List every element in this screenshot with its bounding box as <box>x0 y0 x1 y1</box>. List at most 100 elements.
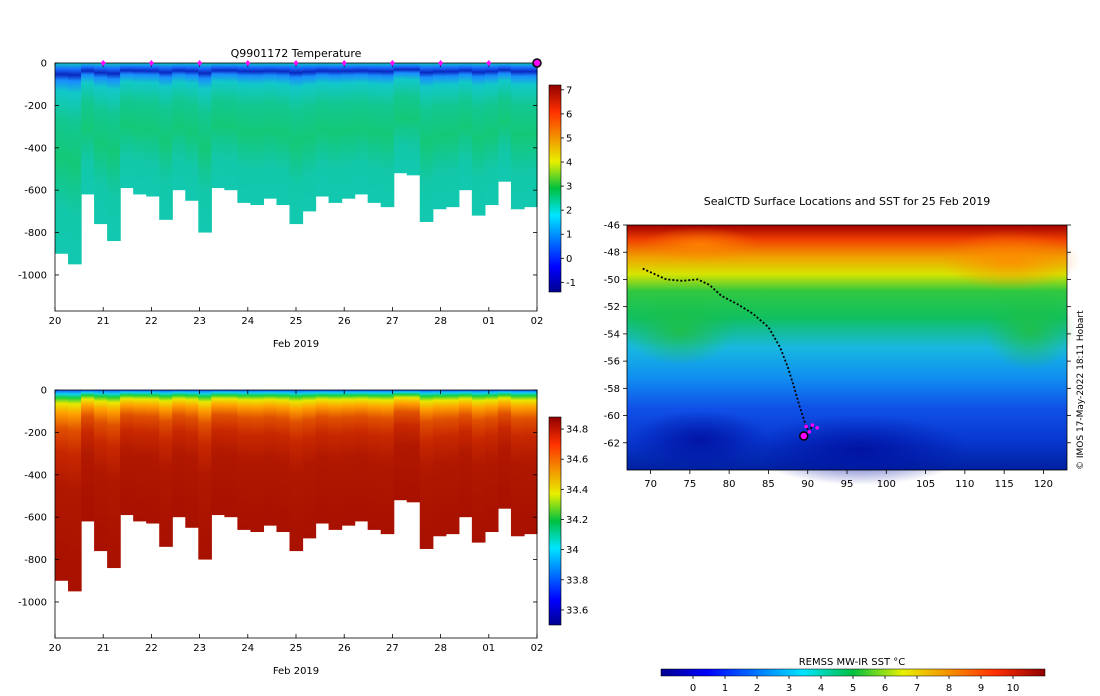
surface-marker <box>293 60 299 66</box>
surface-marker <box>341 60 347 66</box>
salinity-x-tick-label: 21 <box>97 643 110 654</box>
colorbar-tick-label: 34.4 <box>566 485 588 496</box>
temperature-profile-column <box>185 63 199 201</box>
temperature-profile-column <box>55 63 69 254</box>
salinity-profile-column <box>315 390 330 524</box>
colorbar-tick-label: -1 <box>566 278 576 289</box>
temperature-profile-column <box>107 63 121 242</box>
colorbar-tick-label: 34 <box>566 545 579 556</box>
sst-colorbar: REMSS MW-IR SST °C 0 1 2 3 4 5 6 7 8 9 10 <box>660 657 1046 694</box>
map-y-tick-label: -60 <box>604 411 620 422</box>
temperature-axes: 20 21 22 23 24 25 26 27 28 01 02 0 -200 -400 -600 -800 -… <box>18 58 543 327</box>
salinity-profile-column <box>328 390 343 530</box>
salinity-profile-column <box>289 390 304 552</box>
salinity-y-tick-label: -800 <box>24 555 47 566</box>
colorbar-tick-label: 34.8 <box>566 425 588 436</box>
temperature-profile-column <box>393 63 408 174</box>
sst-colorbar-tick-label: 10 <box>1007 683 1020 694</box>
surface-marker <box>438 60 444 66</box>
temperature-profile-column <box>380 63 395 208</box>
recent-location-point <box>815 426 819 430</box>
salinity-profile-column <box>146 390 160 524</box>
salinity-profile-column <box>367 390 382 530</box>
temperature-profile-column <box>341 63 356 199</box>
map-y-tick-label: -46 <box>604 221 620 232</box>
temperature-profile-column <box>276 63 291 206</box>
warm-eddy-east <box>940 230 1080 290</box>
surface-marker <box>486 60 492 66</box>
salinity-profile-column <box>263 390 278 526</box>
salinity-x-tick-label: 22 <box>145 643 158 654</box>
surface-marker <box>197 60 203 66</box>
salinity-profile-column <box>276 390 291 533</box>
salinity-profile-column <box>380 390 395 535</box>
salinity-profile-column <box>432 390 447 537</box>
cold-region-south <box>750 415 970 485</box>
temperature-colorbar: 7 6 5 4 3 2 1 0 -1 <box>548 84 576 293</box>
salinity-colorbar-gradient <box>548 416 562 626</box>
salinity-y-tick-label: 0 <box>41 386 47 397</box>
temperature-profile-column <box>289 63 304 225</box>
current-position-marker <box>799 431 809 441</box>
map-title: SealCTD Surface Locations and SST for 25… <box>704 195 991 208</box>
cold-region-southwest <box>630 410 770 470</box>
sst-map-panel: SealCTD Surface Locations and SST for 25… <box>604 195 1086 694</box>
temperature-profile-column <box>315 63 330 197</box>
salinity-profile-column <box>497 390 512 509</box>
colorbar-tick-label: 33.6 <box>566 605 588 616</box>
colorbar-tick-label: 6 <box>566 109 572 120</box>
seal-track-line <box>642 267 818 434</box>
colorbar-tick-label: 0 <box>566 254 572 265</box>
temperature-y-tick-label: -200 <box>24 101 47 112</box>
map-y-tick-label: -50 <box>604 275 620 286</box>
salinity-x-tick-label: 01 <box>482 643 495 654</box>
temperature-profile-column <box>484 63 499 206</box>
credit-text: © IMOS 17-May-2022 18:11 Hobart <box>1076 310 1086 470</box>
sst-colorbar-tick-label: 5 <box>850 683 856 694</box>
salinity-x-tick-label: 28 <box>434 643 447 654</box>
salinity-x-tick-label: 24 <box>241 643 254 654</box>
salinity-profile-column <box>107 390 121 569</box>
temperature-profile-column <box>458 63 473 191</box>
map-y-tick-label: -62 <box>604 438 620 449</box>
sst-colorbar-tick-label: 6 <box>882 683 888 694</box>
temperature-profile-column <box>250 63 265 206</box>
salinity-profile-column <box>484 390 499 533</box>
colorbar-tick-label: 34.6 <box>566 455 588 466</box>
temperature-profile-column <box>263 63 278 199</box>
colorbar-tick-label: 1 <box>566 230 572 241</box>
temperature-profile-column <box>146 63 160 197</box>
salinity-profile-column <box>172 390 186 518</box>
salinity-profile-column <box>302 390 317 539</box>
map-y-tick-label: -48 <box>604 248 620 259</box>
temperature-x-tick-label: 22 <box>145 316 158 327</box>
sst-colorbar-label: REMSS MW-IR SST °C <box>799 657 906 668</box>
salinity-profile-column <box>120 390 134 516</box>
colorbar-tick-label: 5 <box>566 133 572 144</box>
salinity-profile-column <box>237 390 252 530</box>
sst-colorbar-tick-label: 9 <box>978 683 984 694</box>
salinity-xlabel: Feb 2019 <box>273 666 319 677</box>
recent-location-point <box>810 423 815 427</box>
sst-colorbar-gradient <box>660 668 1046 677</box>
temperature-x-tick-label: 20 <box>49 316 62 327</box>
temperature-profile-column <box>471 63 486 216</box>
temperature-x-tick-label: 23 <box>193 316 206 327</box>
salinity-profile-column <box>250 390 265 533</box>
sst-field <box>625 225 1080 485</box>
temperature-profile-column <box>406 63 421 176</box>
map-x-tick-label: 115 <box>995 479 1014 490</box>
temperature-profile-column <box>68 63 82 265</box>
seal-track <box>642 267 819 441</box>
colorbar-tick-label: 7 <box>566 85 572 96</box>
temperature-xlabel: Feb 2019 <box>273 339 319 350</box>
latest-profile-marker <box>532 58 542 68</box>
salinity-axes: 20 21 22 23 24 25 26 27 28 01 02 0 -200 -400 -600 -800 -… <box>18 386 543 655</box>
salinity-y-tick-label: -1000 <box>18 597 47 608</box>
salinity-x-tick-label: 26 <box>338 643 351 654</box>
temperature-x-tick-label: 27 <box>386 316 399 327</box>
colorbar-tick-label: 33.8 <box>566 575 588 586</box>
salinity-x-tick-label: 23 <box>193 643 206 654</box>
temperature-section-panel: Q9901172 Temperature 20 21 22 23 24 25 26 27 28 0… <box>18 47 576 350</box>
